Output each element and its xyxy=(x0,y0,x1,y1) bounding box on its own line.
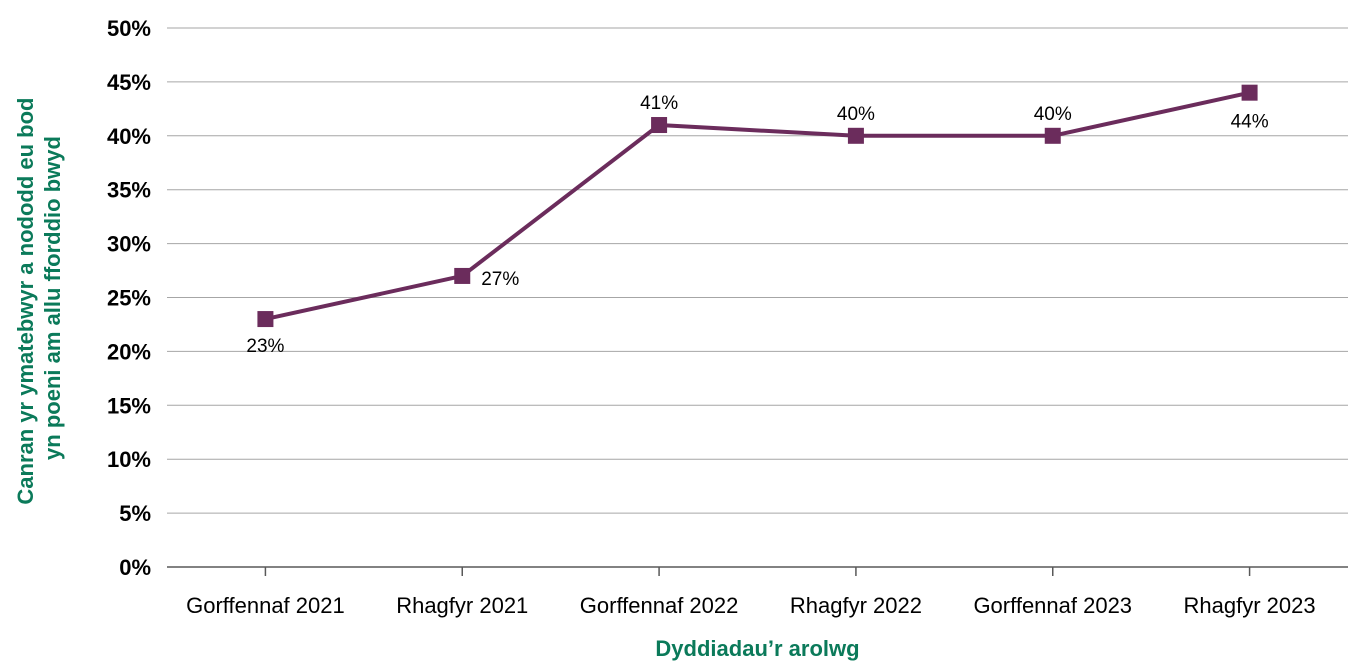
data-label: 40% xyxy=(1034,104,1072,125)
y-tick-label: 25% xyxy=(107,286,151,311)
data-label: 44% xyxy=(1231,112,1269,133)
data-point-marker xyxy=(847,127,864,144)
x-tick-label: Rhagfyr 2023 xyxy=(1184,593,1316,618)
data-point-marker xyxy=(454,267,471,284)
data-label: 40% xyxy=(837,104,875,125)
x-axis: Gorffennaf 2021 Rhagfyr 2021 Gorffennaf 20… xyxy=(167,566,1348,618)
data-point-marker xyxy=(651,117,668,134)
x-tick-label: Gorffennaf 2021 xyxy=(186,593,345,618)
y-tick-label: 40% xyxy=(107,124,151,149)
y-axis-title-line-2: yn poeni am allu fforddio bwyd xyxy=(40,136,65,460)
y-tick-label: 50% xyxy=(107,16,151,41)
y-tick-label: 5% xyxy=(119,501,151,526)
y-tick-label: 30% xyxy=(107,232,151,257)
x-tick-label: Rhagfyr 2022 xyxy=(790,593,922,618)
x-tick-label: Gorffennaf 2022 xyxy=(580,593,739,618)
y-tick-label: 45% xyxy=(107,70,151,95)
data-label: 23% xyxy=(246,336,284,357)
y-tick-label: 35% xyxy=(107,178,151,203)
data-label: 41% xyxy=(640,93,678,114)
y-axis-title: Canran yr ymatebwyr a nododd eu bod yn p… xyxy=(13,91,65,504)
x-axis-title: Dyddiadau’r arolwg xyxy=(655,636,859,661)
data-labels: 23% 27% 41% 40% 40% 44% xyxy=(246,93,1268,357)
data-label: 27% xyxy=(481,269,519,290)
x-tick-label: Gorffennaf 2023 xyxy=(973,593,1132,618)
gridlines xyxy=(167,27,1348,514)
data-point-marker xyxy=(1044,127,1061,144)
y-tick-label: 0% xyxy=(119,555,151,580)
y-axis-tick-labels: 0% 5% 10% 15% 20% 25% 30% 35% 40% 45% 50% xyxy=(107,16,151,580)
y-tick-label: 15% xyxy=(107,393,151,418)
y-tick-label: 20% xyxy=(107,339,151,364)
series-line xyxy=(264,90,1251,322)
data-point-marker xyxy=(257,311,274,328)
y-axis-title-line-1: Canran yr ymatebwyr a nododd eu bod xyxy=(13,98,38,505)
series-group xyxy=(257,84,1258,328)
data-point-marker xyxy=(1241,84,1258,101)
y-tick-label: 10% xyxy=(107,447,151,472)
x-tick-label: Rhagfyr 2021 xyxy=(396,593,528,618)
